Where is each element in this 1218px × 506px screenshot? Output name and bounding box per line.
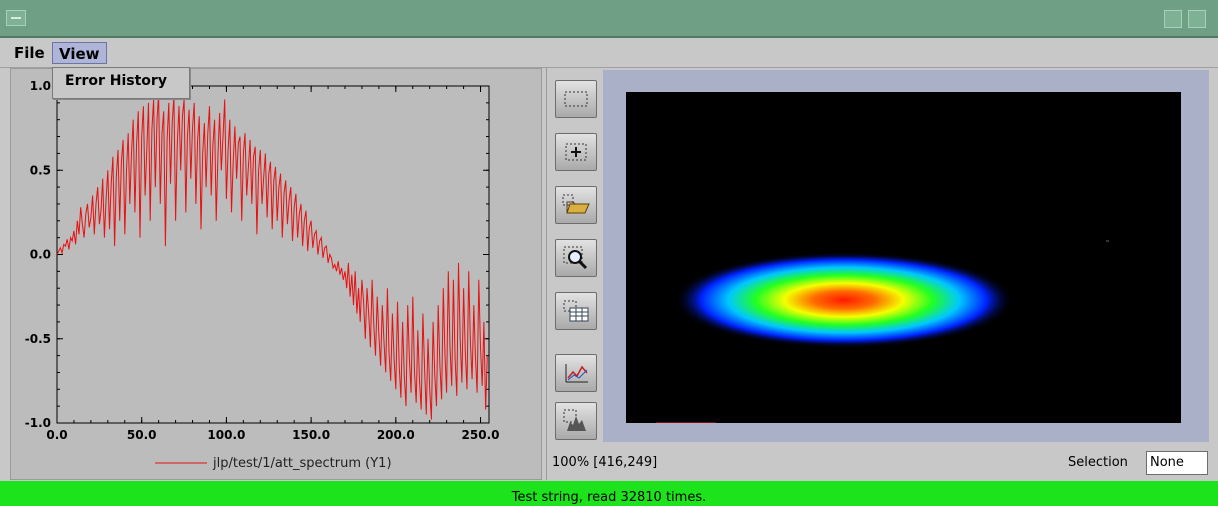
profile-plot-icon — [565, 364, 588, 383]
select-rect-button[interactable] — [555, 80, 597, 118]
profile-plot-button[interactable] — [555, 354, 597, 392]
y-tick-label: 0.0 — [30, 248, 51, 262]
maximize-icon[interactable] — [1188, 10, 1206, 28]
title-bar — [0, 0, 1218, 38]
zoom-button[interactable] — [555, 239, 597, 277]
window-menu-icon[interactable] — [6, 10, 26, 26]
series-line — [56, 94, 488, 420]
selection-field[interactable]: None — [1146, 451, 1208, 475]
histogram-button[interactable] — [555, 402, 597, 440]
y-tick-label: 1.0 — [30, 79, 51, 93]
y-tick-label: -1.0 — [25, 416, 51, 430]
table-button[interactable] — [555, 292, 597, 330]
plot-panel: 1.0 0.5 0.0 -0.5 -1.0 0.0 50.0 100.0 150.0 200.0 2… — [10, 68, 542, 480]
zoom-icon — [563, 246, 588, 270]
table-icon — [563, 300, 589, 322]
beam-image[interactable] — [626, 92, 1181, 423]
status-bar: Test string, read 32810 times. — [0, 481, 1218, 506]
plot-area — [56, 85, 490, 424]
x-tick-label: 100.0 — [207, 428, 245, 442]
select-rect-icon — [564, 91, 588, 107]
menu-item-error-history[interactable]: Error History — [65, 73, 167, 89]
beam-spot — [656, 240, 1109, 423]
open-folder-button[interactable] — [555, 186, 597, 224]
x-tick-label: 150.0 — [292, 428, 330, 442]
menu-view[interactable]: View — [52, 42, 107, 64]
selection-label: Selection — [1068, 455, 1128, 470]
x-tick-label: 250.0 — [462, 428, 500, 442]
view-menu-dropdown: Error History — [52, 67, 190, 99]
crosshair-icon — [565, 143, 587, 161]
y-tick-label: 0.5 — [30, 163, 51, 177]
open-folder-icon — [562, 194, 590, 214]
menu-bar: File View — [0, 38, 1218, 68]
x-tick-label: 0.0 — [46, 428, 67, 442]
y-tick-label: -0.5 — [25, 332, 51, 346]
legend-label: jlp/test/1/att_spectrum (Y1) — [212, 456, 392, 471]
minimize-icon[interactable] — [1164, 10, 1182, 28]
menu-file[interactable]: File — [14, 44, 45, 62]
x-tick-label: 200.0 — [377, 428, 415, 442]
zoom-position-readout: 100% [416,249] — [552, 455, 658, 470]
x-tick-label: 50.0 — [127, 428, 157, 442]
line-chart[interactable]: 1.00.50.0-0.5-1.00.0 50.0 100.0 150.0 200.0 2… — [11, 69, 543, 481]
crosshair-button[interactable] — [555, 133, 597, 171]
histogram-icon — [563, 409, 586, 431]
